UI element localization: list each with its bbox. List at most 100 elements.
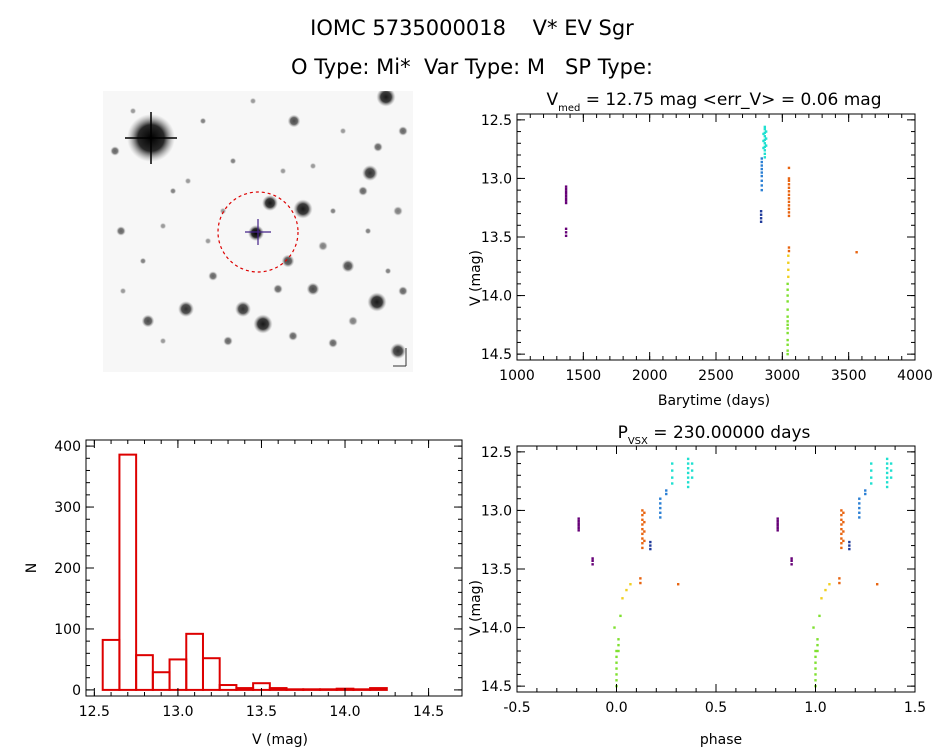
data-point [759, 217, 763, 220]
data-point [649, 544, 652, 547]
data-point [824, 588, 827, 592]
y-tick-label: 400 [54, 439, 81, 455]
data-point [641, 532, 644, 536]
data-point [564, 187, 568, 191]
data-point [816, 638, 819, 641]
data-point [786, 352, 789, 356]
data-point [617, 643, 620, 647]
finder-stars [110, 91, 408, 359]
lightcurve-frame [516, 113, 916, 361]
data-point [760, 174, 763, 178]
data-point [786, 300, 789, 303]
data-point [564, 227, 568, 230]
data-point [649, 547, 652, 551]
data-point [842, 539, 845, 543]
data-point [686, 462, 690, 465]
chart-title-line2: O Type: Mi* Var Type: M SP Type: [290, 55, 653, 79]
data-point [763, 152, 767, 156]
y-tick-label: 200 [54, 561, 81, 577]
data-point [686, 467, 690, 470]
star [362, 165, 378, 181]
y-tick-label: 13.5 [481, 562, 512, 578]
star [169, 187, 177, 195]
histogram-plot: 12.5 13.0 13.5 14.0 14.5 0 100 200 300 400 V (mag… [24, 439, 463, 747]
data-point [641, 546, 644, 550]
star [219, 207, 227, 215]
data-point [842, 530, 845, 533]
data-point [776, 522, 779, 525]
data-point [591, 559, 594, 562]
data-point [671, 469, 674, 472]
data-point [885, 476, 889, 479]
data-point [814, 661, 817, 664]
data-point [759, 213, 763, 216]
star [390, 343, 406, 359]
data-point [615, 655, 618, 659]
data-point [760, 179, 763, 182]
star [159, 337, 167, 345]
data-point [858, 502, 861, 505]
data-point [840, 518, 843, 521]
data-point [649, 540, 652, 544]
data-point [840, 527, 843, 531]
histogram-bar [151, 671, 171, 691]
star [249, 97, 257, 105]
phase-points [577, 457, 893, 688]
lightcurve-title: Vmed = 12.75 mag <err_V> = 0.06 mag [546, 90, 881, 114]
data-point [641, 513, 644, 517]
data-point [787, 268, 790, 271]
data-point [643, 539, 646, 543]
x-tick-label: 12.5 [79, 704, 110, 720]
data-point [875, 583, 879, 586]
data-point [870, 476, 873, 479]
data-point [763, 142, 767, 145]
x-tick-label: 0.0 [605, 700, 627, 716]
x-tick-label: 14.0 [329, 704, 360, 720]
data-point [577, 529, 580, 532]
x-tick-label: 3500 [831, 368, 867, 384]
data-point [840, 513, 843, 517]
data-point [641, 542, 644, 545]
star [119, 287, 127, 295]
data-point [848, 540, 851, 544]
star [223, 336, 233, 346]
star [309, 162, 317, 170]
data-point [619, 614, 622, 618]
data-point [760, 171, 763, 174]
star [204, 237, 212, 245]
data-point [838, 577, 841, 580]
data-point [814, 667, 817, 670]
data-point [671, 462, 674, 465]
x-tick-label: 1000 [499, 368, 535, 384]
data-point [889, 469, 893, 472]
data-point [885, 457, 889, 461]
x-tick-label: 2000 [632, 368, 668, 384]
y-tick-label: 100 [54, 622, 81, 638]
data-point [840, 509, 843, 512]
histogram-xlabel: V (mag) [252, 732, 308, 747]
histogram-bar [285, 688, 305, 691]
data-point [641, 537, 644, 540]
histogram-ticks: 12.5 13.0 13.5 14.0 14.5 0 100 200 300 400 [54, 439, 462, 720]
data-point [629, 583, 632, 586]
data-point [787, 200, 791, 204]
data-point [763, 128, 767, 131]
histogram-bar [201, 657, 221, 691]
finder-chart-svg [110, 91, 408, 367]
data-point [840, 542, 843, 545]
lightcurve-ticks: 1000 1500 2000 2500 3000 3500 4000 12.5 13.0 13.5… [481, 113, 933, 384]
data-point [760, 184, 763, 187]
x-tick-label: 1.5 [904, 700, 926, 716]
histogram-bar [302, 688, 321, 691]
data-point [764, 137, 768, 140]
data-point [786, 320, 789, 323]
data-point [591, 563, 594, 566]
data-point [577, 522, 580, 525]
star [208, 271, 218, 281]
histogram-bar [185, 632, 204, 691]
data-point [840, 532, 843, 536]
data-point [665, 489, 668, 492]
data-point [787, 166, 791, 170]
data-point [787, 207, 791, 211]
data-point [564, 231, 568, 234]
